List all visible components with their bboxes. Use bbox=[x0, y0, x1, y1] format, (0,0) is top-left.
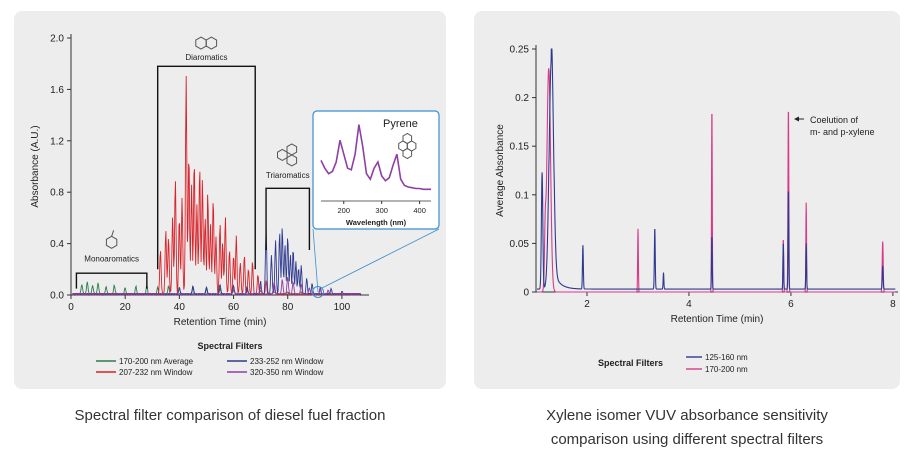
y-tick-label: 0.05 bbox=[510, 239, 530, 250]
annotation-text: m- and p-xylene bbox=[810, 127, 875, 137]
diesel-chart-caption: Spectral filter comparison of diesel fue… bbox=[14, 404, 446, 428]
xylene-chart: 2 4 6 8 0 0.05 0.1 0.15 0.2 0.25 Retention Time (m… bbox=[495, 45, 898, 374]
x-tick-label: 100 bbox=[334, 302, 351, 313]
x-tick-label: 0 bbox=[68, 302, 74, 313]
legend-label: 320-350 nm Window bbox=[250, 368, 324, 377]
inset-x-label: Wavelength (nm) bbox=[346, 218, 407, 227]
benzene-icon bbox=[105, 230, 118, 249]
x-tick-label: 8 bbox=[890, 299, 896, 310]
legend-label: 170-200 nm Average bbox=[119, 357, 194, 366]
y-tick-label: 0.1 bbox=[515, 190, 529, 201]
ring bbox=[195, 36, 207, 50]
caption-line: comparison using different spectral filt… bbox=[550, 431, 824, 448]
legend-title: Spectral Filters bbox=[598, 358, 663, 368]
ring bbox=[105, 235, 118, 249]
x-axis-label: Retention Time (min) bbox=[174, 317, 267, 328]
region-label: Monoaromatics bbox=[84, 255, 139, 264]
ring bbox=[402, 147, 413, 160]
ring bbox=[402, 132, 413, 145]
x-axis-label: Retention Time (min) bbox=[671, 314, 764, 325]
diesel-chart-panel: 0 20 40 60 80 100 0.0 0.4 0.8 1.2 1.6 2.0 Retention … bbox=[14, 11, 446, 389]
legend-label: 125-160 nm bbox=[705, 353, 748, 362]
region-bracket bbox=[156, 65, 256, 270]
y-tick-label: 0.2 bbox=[515, 93, 529, 104]
annotation-arrowhead bbox=[794, 116, 799, 122]
naphthalene-icon bbox=[195, 36, 218, 50]
y-tick-label: 0.4 bbox=[50, 239, 64, 250]
pyrene-icon bbox=[398, 132, 417, 160]
x-tick-label: 20 bbox=[120, 302, 132, 313]
series-line bbox=[72, 228, 362, 296]
inset-tick-label: 300 bbox=[375, 206, 388, 215]
inset-tick-label: 400 bbox=[413, 206, 426, 215]
region-bracket bbox=[265, 187, 311, 251]
y-axis-label: Absorbance (A.U.) bbox=[30, 125, 41, 207]
pyrene-spectrum-line bbox=[320, 124, 431, 191]
series-line bbox=[537, 48, 896, 290]
legend-title: Spectral Filters bbox=[197, 341, 262, 351]
y-tick-label: 0.0 bbox=[50, 291, 64, 302]
ring bbox=[277, 148, 288, 161]
xylene-chart-caption: Xylene isomer VUV absorbance sensitivity… bbox=[474, 404, 900, 452]
y-tick-label: 0.15 bbox=[510, 142, 530, 153]
inset-connector bbox=[312, 228, 319, 293]
y-tick-label: 0.25 bbox=[510, 45, 530, 56]
zoom-circle bbox=[312, 286, 324, 298]
phenanthrene-icon bbox=[277, 143, 298, 167]
caption-line: Spectral filter comparison of diesel fue… bbox=[74, 407, 386, 424]
region-label: Triaromatics bbox=[266, 171, 310, 180]
y-tick-label: 0.8 bbox=[50, 188, 64, 199]
region-bracket bbox=[75, 272, 148, 289]
legend-label: 233-252 nm Window bbox=[250, 357, 324, 366]
ring bbox=[286, 143, 298, 156]
y-tick-label: 0 bbox=[523, 288, 529, 299]
x-tick-label: 40 bbox=[174, 302, 186, 313]
series-line bbox=[537, 68, 896, 293]
methyl bbox=[111, 230, 115, 237]
y-tick-label: 1.2 bbox=[50, 136, 64, 147]
x-tick-label: 60 bbox=[228, 302, 240, 313]
y-axis-label: Average Absorbance bbox=[495, 124, 506, 217]
x-tick-label: 80 bbox=[282, 302, 294, 313]
inset-connector bbox=[321, 228, 440, 289]
x-tick-label: 2 bbox=[584, 299, 590, 310]
y-tick-label: 1.6 bbox=[50, 85, 64, 96]
xylene-chart-panel: 2 4 6 8 0 0.05 0.1 0.15 0.2 0.25 Retention Time (m… bbox=[474, 11, 900, 389]
y-tick-label: 2.0 bbox=[50, 34, 64, 45]
diesel-chart: 0 20 40 60 80 100 0.0 0.4 0.8 1.2 1.6 2.0 Retention … bbox=[30, 34, 440, 377]
legend-label: 170-200 nm bbox=[705, 365, 748, 374]
annotation-text: Coelution of bbox=[810, 115, 859, 125]
inset-tick-label: 200 bbox=[338, 206, 351, 215]
legend-label: 207-232 nm Window bbox=[119, 368, 193, 377]
ring bbox=[286, 154, 298, 167]
caption-line: Xylene isomer VUV absorbance sensitivity bbox=[546, 407, 828, 424]
inset-title: Pyrene bbox=[383, 118, 418, 130]
inset-box bbox=[312, 110, 440, 230]
region-label: Diaromatics bbox=[185, 53, 227, 62]
x-tick-label: 4 bbox=[686, 299, 692, 310]
ring bbox=[205, 36, 218, 50]
x-tick-label: 6 bbox=[788, 299, 794, 310]
